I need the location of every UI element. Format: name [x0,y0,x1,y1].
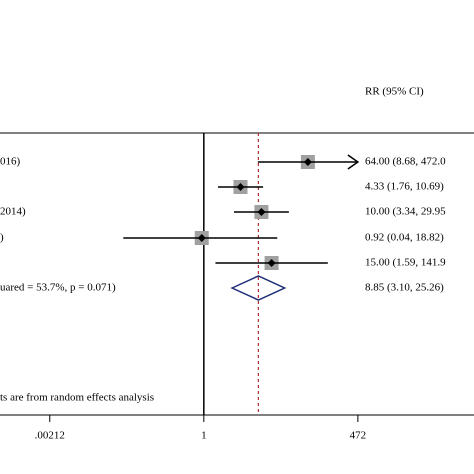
point-estimate [303,158,312,166]
overall-label: uared = 53.7%, p = 0.071) [0,282,116,294]
footnote: ts are from random effects analysis [0,392,154,404]
study-label: ) [0,232,4,244]
overall-ci-label: 8.85 (3.10, 25.26) [365,282,444,294]
ci-label: 0.92 (0.04, 18.82) [365,232,444,244]
x-tick-label: 1 [201,430,207,442]
ci-label: 15.00 (1.59, 141.9 [365,257,446,269]
ci-label: 4.33 (1.76, 10.69) [365,181,444,193]
ci-arrow [347,154,360,170]
ci-header: RR (95% CI) [365,86,424,98]
x-tick-label: .00212 [35,430,65,442]
study-label: 2014) [0,206,26,218]
point-estimate [267,259,276,267]
point-estimate [257,208,266,216]
point-estimate [197,234,206,242]
ci-label: 10.00 (3.34, 29.95 [365,206,446,218]
x-tick-label: 472 [350,430,367,442]
overall-diamond [230,275,287,301]
study-label: 016) [0,156,21,168]
point-estimate [236,183,245,191]
ci-label: 64.00 (8.68, 472.0 [365,156,446,168]
